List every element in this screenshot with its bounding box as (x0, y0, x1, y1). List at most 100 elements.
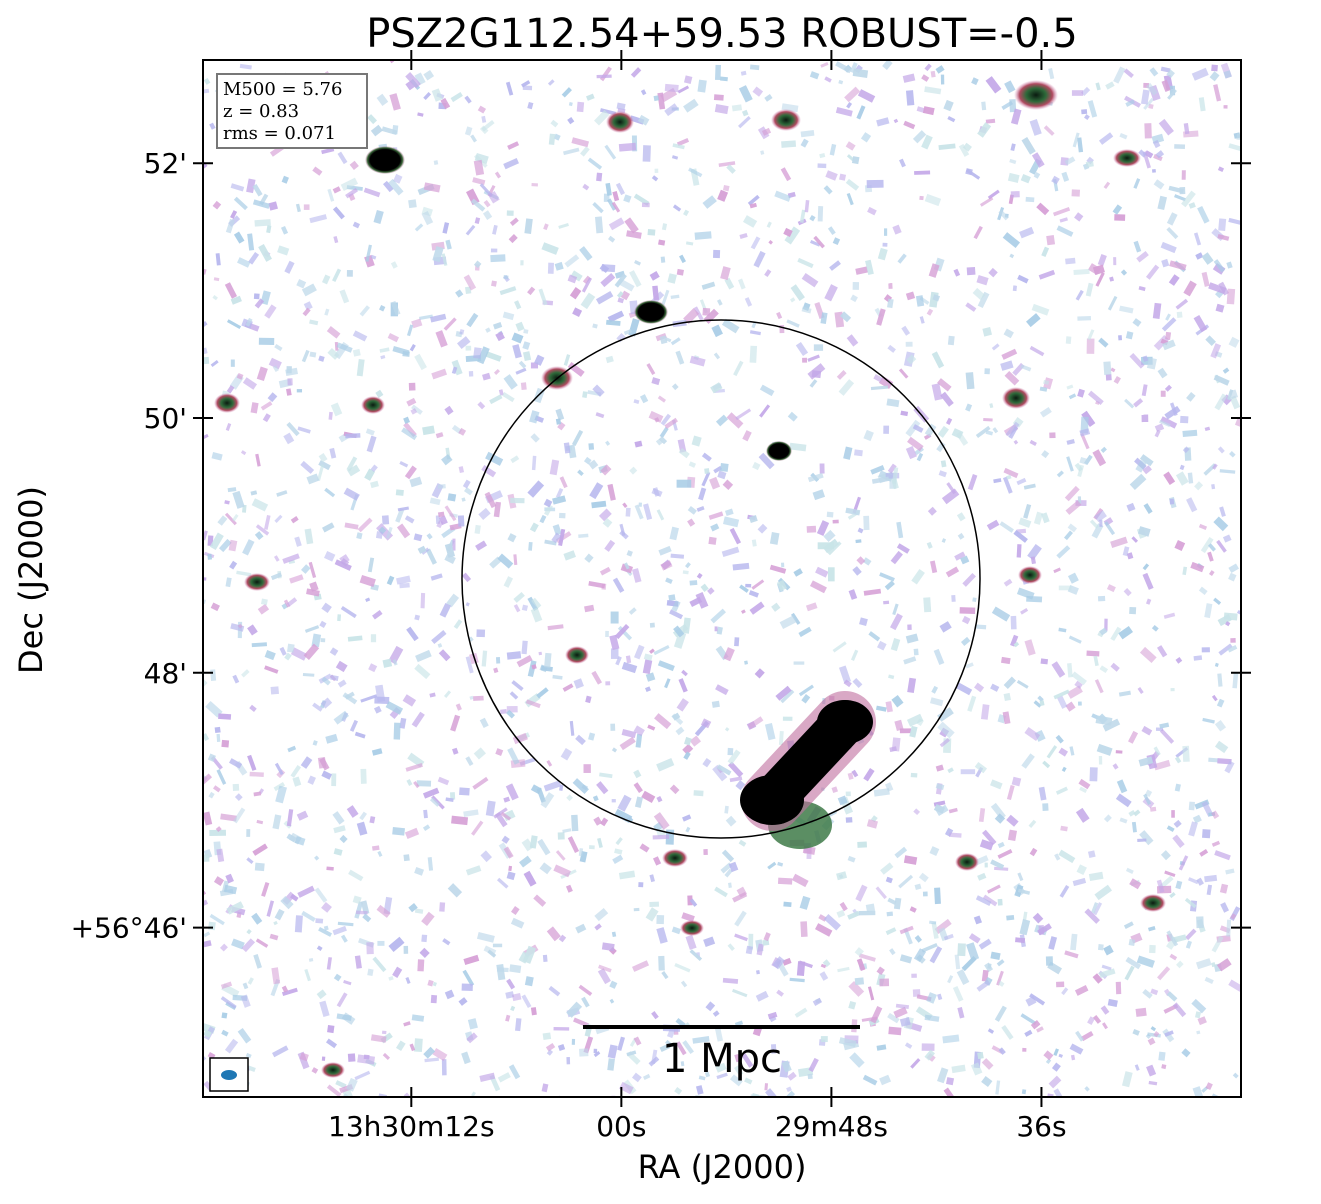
noise-speck (447, 883, 463, 898)
noise-speck (521, 604, 529, 612)
noise-speck (981, 1075, 993, 1088)
noise-speck (547, 624, 564, 631)
noise-speck (518, 360, 527, 369)
noise-speck (1148, 926, 1156, 932)
noise-speck (619, 736, 636, 751)
noise-speck (647, 724, 656, 731)
noise-speck (856, 556, 866, 566)
noise-speck (411, 404, 423, 415)
noise-speck (1068, 635, 1082, 644)
noise-speck (203, 77, 211, 85)
noise-speck (600, 817, 609, 827)
noise-speck (566, 1057, 571, 1065)
noise-speck (1098, 755, 1103, 765)
noise-speck (357, 517, 373, 533)
noise-speck (592, 202, 604, 214)
noise-speck (524, 218, 533, 234)
noise-speck (889, 746, 897, 753)
noise-speck (997, 898, 1003, 906)
noise-speck (287, 745, 297, 753)
noise-speck (437, 643, 443, 648)
noise-speck (852, 281, 860, 290)
noise-speck (307, 775, 316, 785)
noise-speck (505, 1014, 511, 1022)
scale-bar-label: 1 Mpc (662, 1036, 782, 1082)
noise-speck (1161, 317, 1177, 332)
noise-speck (565, 884, 573, 893)
noise-speck (1011, 776, 1022, 787)
noise-speck (250, 490, 258, 496)
noise-speck (682, 1040, 694, 1055)
noise-speck (495, 748, 504, 756)
noise-speck (449, 792, 456, 800)
noise-speck (370, 254, 377, 260)
noise-speck (602, 517, 613, 528)
noise-speck (1191, 998, 1207, 1014)
noise-speck (367, 114, 378, 125)
noise-speck (1133, 178, 1141, 189)
noise-speck (548, 133, 556, 145)
noise-speck (1205, 335, 1216, 347)
noise-speck (430, 994, 438, 1004)
noise-speck (326, 957, 332, 970)
noise-speck (334, 559, 352, 571)
noise-speck (462, 969, 475, 987)
noise-speck (348, 869, 364, 882)
noise-speck (605, 630, 609, 638)
noise-speck (819, 971, 829, 981)
noise-speck (1164, 870, 1176, 878)
noise-speck (744, 660, 749, 665)
noise-speck (457, 515, 465, 527)
noise-speck (623, 194, 632, 203)
noise-speck (1174, 539, 1186, 552)
noise-speck (1029, 345, 1045, 357)
noise-speck (974, 682, 985, 693)
noise-speck (828, 567, 835, 582)
noise-speck (301, 910, 316, 922)
noise-speck (557, 1044, 566, 1051)
noise-speck (1024, 727, 1041, 742)
noise-speck (1207, 551, 1214, 562)
noise-speck (611, 931, 617, 938)
noise-speck (687, 518, 696, 527)
noise-speck (906, 354, 917, 365)
noise-speck (1153, 759, 1171, 771)
noise-speck (437, 511, 445, 518)
noise-speck (1066, 438, 1075, 445)
noise-speck (594, 923, 602, 931)
noise-speck (437, 484, 446, 489)
y-tick-label: 48' (144, 657, 187, 690)
noise-speck (349, 719, 358, 732)
noise-speck (333, 710, 349, 725)
noise-speck (290, 893, 299, 902)
noise-speck (497, 553, 514, 569)
x-tick-label: 29m48s (775, 1110, 888, 1143)
noise-speck (649, 271, 660, 281)
noise-speck (1172, 1002, 1187, 1018)
noise-speck (552, 674, 563, 680)
noise-speck (417, 959, 425, 972)
noise-speck (1048, 936, 1058, 950)
noise-speck (284, 260, 295, 274)
noise-speck (849, 1052, 865, 1068)
noise-speck (633, 725, 645, 737)
noise-speck (875, 886, 887, 900)
noise-speck (656, 915, 665, 925)
noise-speck (747, 194, 760, 206)
noise-speck (405, 80, 415, 91)
noise-speck (857, 527, 864, 534)
noise-speck (885, 782, 894, 792)
noise-speck (676, 479, 692, 488)
noise-speck (1195, 252, 1204, 260)
noise-speck (652, 856, 662, 866)
noise-speck (349, 160, 359, 171)
noise-speck (617, 297, 625, 304)
noise-speck (476, 932, 495, 943)
noise-speck (1151, 169, 1156, 173)
noise-speck (855, 539, 862, 544)
noise-speck (911, 568, 925, 585)
noise-speck (579, 246, 593, 261)
noise-speck (700, 718, 712, 729)
noise-speck (626, 230, 642, 239)
